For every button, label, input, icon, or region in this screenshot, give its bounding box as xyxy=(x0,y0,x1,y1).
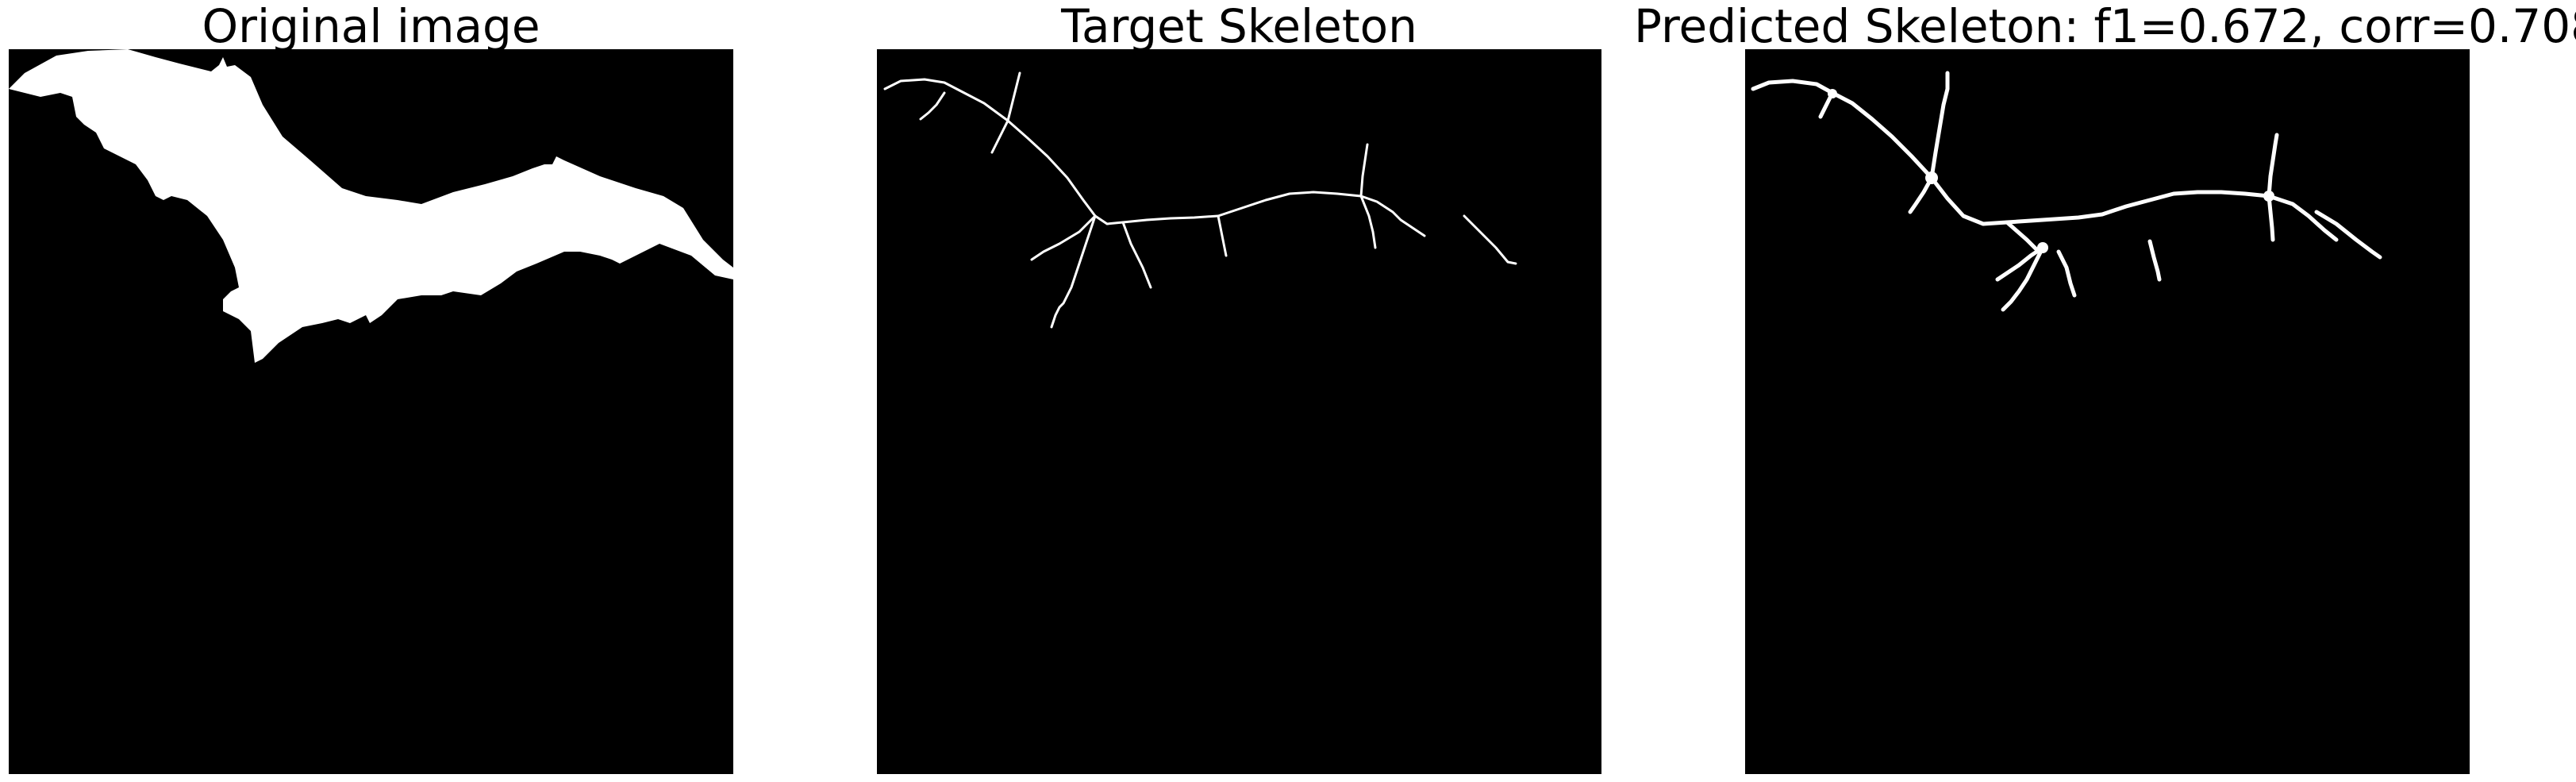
junction-dot xyxy=(2263,191,2274,202)
skeleton-branch-6 xyxy=(1121,221,1152,289)
image-background xyxy=(1745,49,2470,774)
skeleton-branch-4 xyxy=(2001,245,2045,312)
skeleton-branch-5 xyxy=(1030,214,1097,261)
skeleton-branch-9 xyxy=(1359,195,1377,249)
panel-title-original: Original image xyxy=(202,0,540,53)
panel-original-image: Original image xyxy=(9,0,733,782)
skeleton-branch-9 xyxy=(2266,133,2279,198)
skeleton-branch-3 xyxy=(990,119,1009,154)
panel-predicted-skeleton: Predicted Skeleton: f1=0.672, corr=0.708 xyxy=(1634,0,2576,782)
skeleton-branch-7 xyxy=(1217,214,1228,257)
skeleton-branch-2 xyxy=(1006,71,1021,122)
skeleton-main-spine xyxy=(1751,79,2339,242)
predicted-skeleton-canvas xyxy=(1745,49,2470,774)
junction-dot xyxy=(1925,171,1938,184)
skeleton-branch-1 xyxy=(919,91,946,121)
skeleton-branch-10 xyxy=(2266,194,2275,242)
target-skeleton-lines xyxy=(883,71,1517,329)
junction-dot xyxy=(1828,89,1837,98)
skeleton-branch-4 xyxy=(1050,214,1097,329)
bat-silhouette xyxy=(9,49,733,363)
predicted-skeleton-lines xyxy=(1751,71,2382,312)
original-image-canvas xyxy=(9,49,733,774)
skeleton-branch-8 xyxy=(1359,143,1369,198)
image-background xyxy=(9,49,733,774)
image-background xyxy=(877,49,1601,774)
skeleton-branch-10 xyxy=(1463,214,1517,265)
panel-title-target: Target Skeleton xyxy=(1061,0,1417,53)
skeleton-branch-6 xyxy=(2005,220,2041,254)
panel-target-skeleton: Target Skeleton xyxy=(877,0,1601,782)
skeleton-branch-7 xyxy=(2056,249,2077,298)
skeleton-branch-3 xyxy=(1908,175,1934,214)
junction-dot xyxy=(2037,242,2048,253)
skeleton-branch-2 xyxy=(1929,71,1950,180)
skeleton-branch-5 xyxy=(1995,245,2045,282)
skeleton-branch-11 xyxy=(2314,210,2382,260)
panel-title-predicted: Predicted Skeleton: f1=0.672, corr=0.708 xyxy=(1634,0,2576,53)
skeleton-main-spine xyxy=(883,78,1426,237)
skeleton-branch-8 xyxy=(2147,239,2162,282)
predicted-skeleton-junctions xyxy=(1828,89,2274,253)
target-skeleton-canvas xyxy=(877,49,1601,774)
